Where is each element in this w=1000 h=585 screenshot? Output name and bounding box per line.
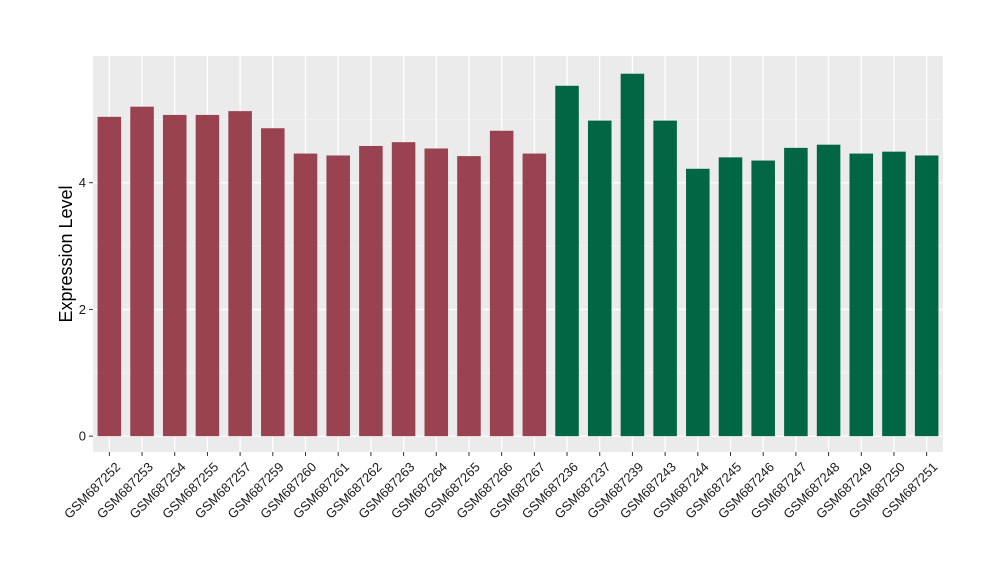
bar-GSM687261 <box>326 155 350 437</box>
bar-GSM687245 <box>718 157 743 437</box>
bar-GSM687250 <box>882 151 906 437</box>
bar-GSM687263 <box>391 142 416 437</box>
y-axis: 0 2 4 <box>79 175 93 444</box>
y-axis-label: Expression Level <box>56 185 76 322</box>
y-tick-label: 4 <box>79 175 86 190</box>
bar-GSM687249 <box>849 153 874 437</box>
x-axis: GSM687252GSM687253GSM687254GSM687255GSM6… <box>61 452 941 522</box>
y-tick-label: 0 <box>79 429 86 444</box>
bar-GSM687255 <box>195 114 220 437</box>
bar-GSM687254 <box>162 114 187 437</box>
bar-GSM687265 <box>457 156 481 437</box>
bar-GSM687259 <box>261 128 285 437</box>
bar-GSM687236 <box>555 85 579 437</box>
bar-GSM687239 <box>620 73 645 437</box>
bar-GSM687247 <box>784 147 808 437</box>
bar-GSM687257 <box>228 111 252 437</box>
bar-GSM687252 <box>97 116 122 437</box>
bar-GSM687243 <box>653 120 677 437</box>
y-tick-label: 2 <box>79 302 86 317</box>
bar-GSM687248 <box>816 144 841 437</box>
bar-GSM687253 <box>130 106 154 437</box>
bar-GSM687251 <box>914 155 939 437</box>
bar-GSM687264 <box>424 148 449 437</box>
bar-GSM687244 <box>686 168 710 437</box>
bar-GSM687266 <box>489 130 514 437</box>
bar-GSM687262 <box>359 145 383 437</box>
bars <box>97 73 939 437</box>
plot-panel <box>93 56 943 452</box>
bar-GSM687260 <box>293 153 318 437</box>
bar-GSM687246 <box>751 160 775 437</box>
bar-GSM687267 <box>522 153 547 437</box>
bar-GSM687237 <box>587 120 612 437</box>
